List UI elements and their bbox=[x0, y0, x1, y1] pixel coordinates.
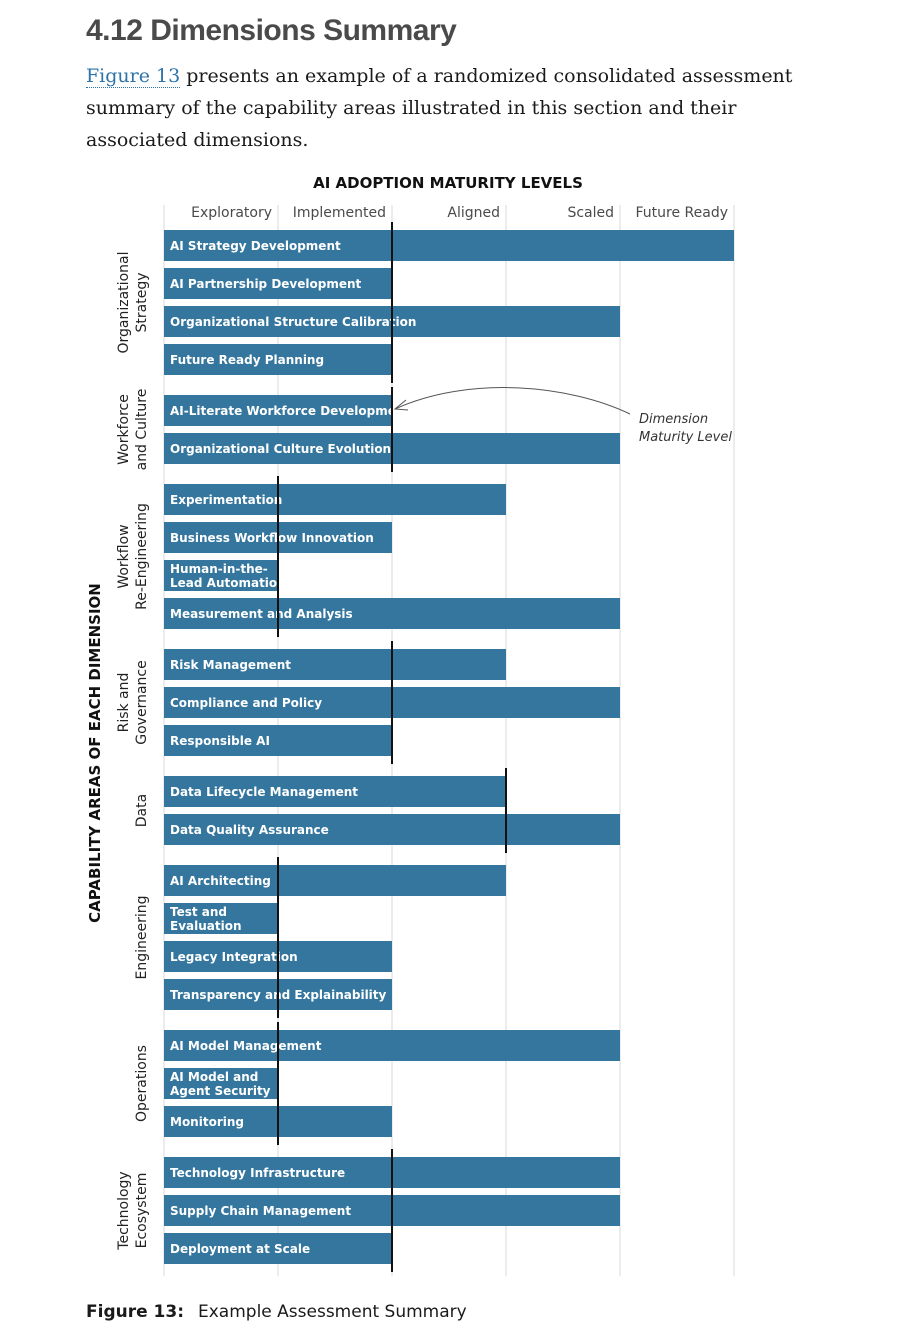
chart-title: AI ADOPTION MATURITY LEVELS bbox=[313, 174, 583, 192]
bar-data-quality-assurance bbox=[164, 814, 620, 845]
annotation-arrowhead bbox=[393, 399, 409, 411]
intro-text: presents an example of a randomized cons… bbox=[86, 65, 793, 151]
caption-text: Example Assessment Summary bbox=[198, 1302, 467, 1322]
level-header-implemented: Implemented bbox=[293, 205, 386, 221]
caption-label: Figure 13: bbox=[86, 1302, 184, 1322]
bar-label: Responsible AI bbox=[170, 734, 270, 748]
dimension-label-engineering: Engineering bbox=[134, 896, 150, 980]
bar-label: Deployment at Scale bbox=[170, 1242, 310, 1256]
bar-label: Test and bbox=[170, 905, 227, 919]
bar-responsible-ai bbox=[164, 725, 392, 756]
intro-paragraph: Figure 13 presents an example of a rando… bbox=[86, 60, 806, 156]
dimension-label-data: Data bbox=[134, 794, 150, 827]
bar-ai-architecting bbox=[164, 865, 506, 896]
bar-label: Compliance and Policy bbox=[170, 696, 322, 710]
annotation-label: Maturity Level bbox=[639, 430, 732, 445]
bar-label: Evaluation bbox=[170, 919, 242, 933]
level-header-exploratory: Exploratory bbox=[191, 205, 272, 221]
bar-label: AI-Literate Workforce Development bbox=[170, 404, 410, 418]
bar-label: Measurement and Analysis bbox=[170, 607, 353, 621]
bar-label: Lead Automation bbox=[170, 576, 286, 590]
bar-label: Legacy Integration bbox=[170, 950, 298, 964]
dimension-label-workforce-and-culture: and Culture bbox=[134, 389, 150, 471]
bar-ai-model-management bbox=[164, 1030, 620, 1061]
bar-ai-partnership-development bbox=[164, 268, 392, 299]
dimension-label-technology-ecosystem: Technology bbox=[116, 1171, 132, 1250]
dimension-label-workforce-and-culture: Workforce bbox=[116, 394, 132, 465]
bar-label: Monitoring bbox=[170, 1115, 244, 1129]
bar-data-lifecycle-management bbox=[164, 776, 506, 807]
bar-label: Technology Infrastructure bbox=[170, 1166, 345, 1180]
bar-test-and-evaluation bbox=[164, 903, 278, 934]
bar-label: Organizational Structure Calibration bbox=[170, 315, 416, 329]
bar-label: AI Partnership Development bbox=[170, 277, 362, 291]
bar-label: Supply Chain Management bbox=[170, 1204, 351, 1218]
bar-future-ready-planning bbox=[164, 344, 392, 375]
bar-label: Risk Management bbox=[170, 658, 291, 672]
annotation-label: Dimension bbox=[639, 412, 708, 427]
dimension-label-risk-and-governance: Risk and bbox=[116, 673, 132, 733]
dimension-label-workflow-re-engineering: Re-Engineering bbox=[134, 503, 150, 610]
dimension-label-technology-ecosystem: Ecosystem bbox=[134, 1173, 150, 1249]
dimension-label-risk-and-governance: Governance bbox=[134, 660, 150, 744]
annotation-arrow bbox=[394, 387, 631, 415]
bar-label: AI Architecting bbox=[170, 874, 271, 888]
bar-ai-literate-workforce-development bbox=[164, 395, 392, 426]
figure-caption: Figure 13: Example Assessment Summary bbox=[86, 1302, 467, 1322]
dimension-label-organizational-strategy: Organizational bbox=[116, 252, 132, 354]
bar-label: Business Workflow Innovation bbox=[170, 531, 374, 545]
bar-deployment-at-scale bbox=[164, 1233, 392, 1264]
bar-risk-management bbox=[164, 649, 506, 680]
y-axis-label: CAPABILITY AREAS OF EACH DIMENSION bbox=[86, 583, 104, 923]
bar-label: Human-in-the- bbox=[170, 562, 268, 576]
bar-human-in-the-lead-automation bbox=[164, 560, 278, 591]
bar-label: Future Ready Planning bbox=[170, 353, 324, 367]
level-header-aligned: Aligned bbox=[447, 205, 500, 221]
figure-13-link[interactable]: Figure 13 bbox=[86, 65, 181, 88]
level-header-scaled: Scaled bbox=[567, 205, 614, 221]
bar-label: Data Quality Assurance bbox=[170, 823, 329, 837]
bar-label: AI Strategy Development bbox=[170, 239, 341, 253]
bar-label: Organizational Culture Evolution bbox=[170, 442, 391, 456]
bar-label: AI Model and bbox=[170, 1070, 258, 1084]
dimension-label-workflow-re-engineering: Workflow bbox=[116, 524, 132, 588]
bar-label: AI Model Management bbox=[170, 1039, 322, 1053]
maturity-chart: AI ADOPTION MATURITY LEVELS Exploratory Im… bbox=[86, 174, 735, 1276]
dimension-label-organizational-strategy: Strategy bbox=[134, 273, 150, 333]
level-header-future-ready: Future Ready bbox=[636, 205, 729, 221]
bar-label: Data Lifecycle Management bbox=[170, 785, 358, 799]
bar-label: Experimentation bbox=[170, 493, 282, 507]
dimension-label-operations: Operations bbox=[134, 1045, 150, 1122]
bar-ai-strategy-development bbox=[164, 230, 734, 261]
bar-measurement-and-analysis bbox=[164, 598, 620, 629]
bar-ai-model-and-agent-security bbox=[164, 1068, 278, 1099]
bar-experimentation bbox=[164, 484, 506, 515]
bar-label: Agent Security bbox=[170, 1084, 271, 1098]
section-heading: 4.12 Dimensions Summary bbox=[86, 14, 457, 47]
